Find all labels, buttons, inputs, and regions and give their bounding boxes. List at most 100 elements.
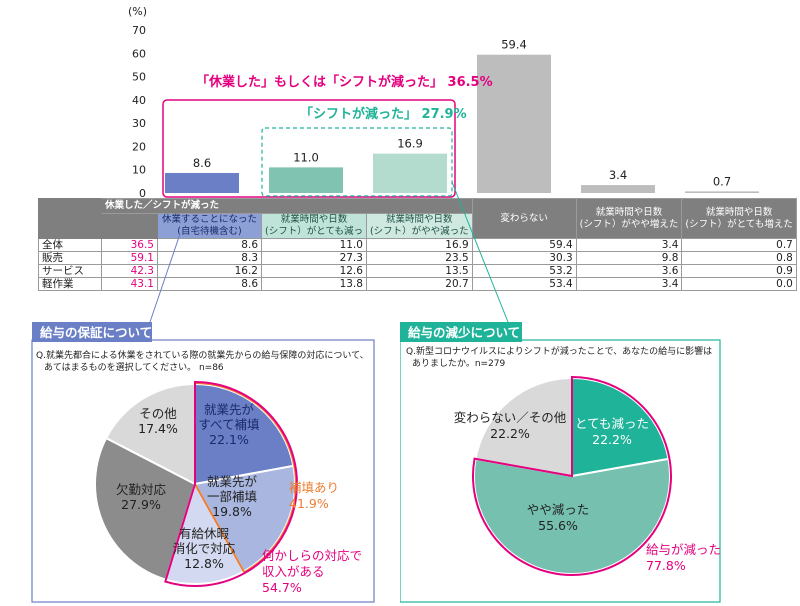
table-cell: 0.8: [681, 251, 797, 265]
y-tick-label: 70: [132, 24, 146, 37]
inner-annotation-text: 「シフトが減った」 27.9%: [300, 106, 467, 122]
pie-left-labels: 就業先がすべて補填 22.1% 就業先が一部補填 19.8% 有給休暇消化で対応 12.8…: [116, 402, 362, 595]
question-right-line1: Q.新型コロナウイルスによりシフトが減ったことで、あなたの給与に影響は: [406, 345, 712, 357]
bar-chart: (%) 0 10 20 30 40 50 60 70 8.6 11.0 16.9 59.4 3.4 0.7…: [128, 5, 759, 200]
bar-value-label: 16.9: [397, 137, 423, 151]
table-cell: 27.3: [261, 251, 367, 265]
table-cell: 0.7: [681, 238, 797, 252]
pie-chart-salary-guarantee: 給与の保証について Q.就業先都合による休業をされている際の就業先からの給与保障…: [31, 322, 375, 603]
highlight-supplement: [194, 381, 297, 574]
callout-decreased: 給与が減った 77.8%: [646, 542, 721, 573]
bar-marks: 8.6 11.0 16.9 59.4 3.4 0.7: [165, 38, 759, 193]
outer-annotation-text: 「休業した」もしくは「シフトが減った」 36.5%: [196, 74, 493, 90]
panel-border-left: [31, 339, 375, 603]
row-label: 全体: [38, 238, 102, 252]
table-cell: 30.3: [471, 251, 577, 265]
bar: [165, 172, 239, 193]
col-header-4: 変わらない: [471, 198, 577, 239]
pie-slice: [473, 457, 671, 576]
question-left-line1: Q.就業先都合による休業をされている際の就業先からの給与保障の対応について、: [36, 349, 369, 361]
row-total: 42.3: [101, 264, 158, 278]
y-tick-label: 0: [139, 187, 146, 200]
pie-right-slices: [472, 375, 672, 576]
col-header-5: 就業時間や日数 (シフト）がやや増えた: [575, 198, 683, 239]
row-total: 59.1: [101, 251, 158, 265]
panel-border-right: [400, 339, 721, 603]
pie-slice: [104, 382, 196, 486]
bar: [373, 153, 447, 193]
table-cell: 3.6: [575, 264, 683, 278]
pie-slice-label: 就業先が一部補填 19.8%: [207, 474, 258, 519]
col-header-6: 就業時間や日数 (シフト）がとても増えた: [681, 198, 797, 239]
highlight-income: [164, 380, 298, 587]
table-cell: 13.8: [261, 277, 367, 291]
bar: [269, 167, 343, 193]
table-cell: 20.7: [365, 277, 473, 291]
pie-slice-label: 欠勤対応 27.9%: [116, 482, 167, 512]
pie-slice: [193, 464, 296, 573]
table-cell: 59.4: [471, 238, 577, 252]
table-cell: 16.2: [157, 264, 262, 278]
question-right-line2: ありましたか。n=279: [412, 358, 506, 369]
row-label: 販売: [38, 251, 102, 265]
data-table: 休業した／シフトが減った 変わらない 就業時間や日数 (シフト）がやや増えた 就業…: [38, 198, 797, 291]
pie-slice-label: 有給休暇消化で対応 12.8%: [173, 526, 236, 571]
table-row: 軽作業 43.1 8.6 13.8 20.7 53.4 3.4 0.0: [38, 277, 797, 291]
table-cell: 0.0: [681, 277, 797, 291]
table-cell: 13.5: [365, 264, 473, 278]
inner-annotation-box: [261, 127, 453, 197]
table-cell: 16.9: [365, 238, 473, 252]
table-cell: 8.3: [157, 251, 262, 265]
pie-slice: [474, 376, 573, 478]
bar-value-label: 0.7: [713, 174, 731, 188]
pie-slice-label: やや減った 55.6%: [527, 502, 590, 533]
table-cell: 53.4: [471, 277, 577, 291]
panel-title-left: 給与の保証について: [40, 325, 152, 340]
table-cell: 53.2: [471, 264, 577, 278]
table-cell: 12.6: [261, 264, 367, 278]
table-row: サービス 42.3 16.2 12.6 13.5 53.2 3.6 0.9: [38, 264, 797, 278]
bar-value-label: 59.4: [501, 38, 527, 52]
table-row: 販売 59.1 8.3 27.3 23.5 30.3 9.8 0.8: [38, 251, 797, 265]
bar: [581, 185, 655, 193]
table-group-header: 休業した／シフトが減った: [101, 198, 473, 214]
callout-income: 何かしらの対応で収入がある 54.7%: [262, 548, 362, 595]
table-cell: 0.9: [681, 264, 797, 278]
bar-value-label: 3.4: [609, 168, 627, 182]
table-cell: 8.6: [157, 277, 262, 291]
table-cell: 9.8: [575, 251, 683, 265]
panel-title-bg-left: [32, 322, 152, 342]
col-header-2: 就業時間や日数 (シフト）がとても減っ: [261, 213, 367, 239]
callout-supplement: 補填あり 41.9%: [289, 480, 339, 511]
bar: [685, 191, 759, 193]
outer-annotation-box: [162, 99, 456, 198]
pie-chart-salary-decrease: 給与の減少について Q.新型コロナウイルスによりシフトが減ったことで、あなたの給…: [400, 322, 721, 603]
question-left-line2: あてはまるものを選択してください。 n=86: [44, 361, 224, 373]
pie-slice-label: 変わらない／その他 22.2%: [454, 410, 567, 441]
y-tick-label: 10: [132, 164, 146, 177]
table-row: 全体 36.5 8.6 11.0 16.9 59.4 3.4 0.7: [38, 238, 797, 252]
bar-axis: (%) 0 10 20 30 40 50 60 70: [128, 5, 147, 200]
table-cell: 11.0: [261, 238, 367, 252]
row-label: 軽作業: [38, 277, 102, 291]
row-total: 36.5: [101, 238, 158, 252]
y-unit-label: (%): [128, 5, 147, 18]
col-header-1: 休業することになった (自宅待機含む): [157, 213, 262, 239]
bar-value-label: 8.6: [193, 156, 211, 170]
table-cell: 23.5: [365, 251, 473, 265]
pie-slice-label: とても減った 22.2%: [575, 416, 649, 447]
y-tick-label: 50: [132, 71, 146, 84]
pie-slice: [194, 382, 295, 486]
pie-slice: [571, 376, 670, 478]
pie-slice-label: その他 17.4%: [138, 406, 178, 436]
pie-slice: [164, 481, 246, 585]
col-header-3: 就業時間や日数 (シフト）がやや減った: [365, 213, 473, 239]
panel-title-right: 給与の減少について: [408, 325, 520, 340]
pie-slice: [94, 436, 197, 581]
pie-left-slices: [94, 380, 298, 587]
table-cell: 3.4: [575, 238, 683, 252]
bar-value-label: 11.0: [293, 150, 319, 164]
y-tick-label: 30: [132, 117, 146, 130]
table-cell: 8.6: [157, 238, 262, 252]
table-cell: 3.4: [575, 277, 683, 291]
